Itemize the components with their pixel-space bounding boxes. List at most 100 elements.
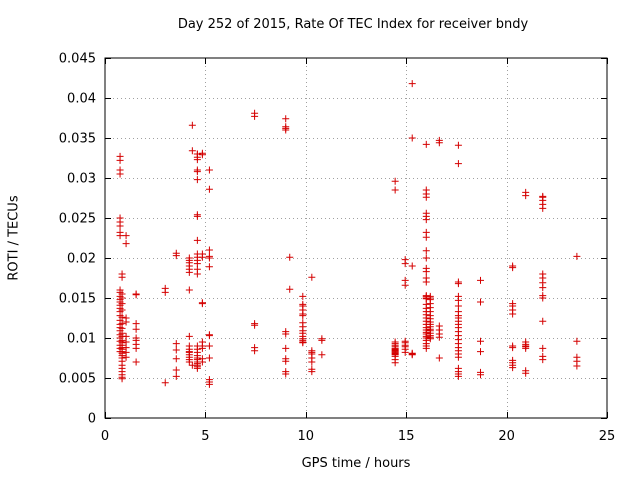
data-point [408, 80, 416, 88]
data-point [318, 351, 326, 359]
data-point [454, 353, 462, 361]
data-point [476, 276, 484, 284]
data-point [522, 192, 530, 200]
data-point [118, 313, 126, 321]
data-point [205, 342, 213, 350]
data-point [132, 291, 140, 299]
data-point [172, 366, 180, 374]
data-point [172, 252, 180, 260]
data-point [172, 355, 180, 363]
data-point [539, 317, 547, 325]
data-point [193, 236, 201, 244]
chart-title: Day 252 of 2015, Rate Of TEC Index for r… [177, 17, 529, 32]
data-point [205, 252, 213, 260]
data-point [132, 336, 140, 344]
data-point [198, 253, 206, 261]
data-point [205, 166, 213, 174]
y-tick-label: 0 [88, 412, 96, 427]
data-point [118, 300, 126, 308]
data-point [161, 288, 169, 296]
data-point [308, 358, 316, 366]
data-point [193, 270, 201, 278]
data-point [401, 348, 409, 356]
data-point [476, 348, 484, 356]
data-point [401, 260, 409, 268]
data-point [422, 254, 430, 262]
x-tick-label: 5 [201, 429, 209, 444]
data-point [251, 347, 259, 355]
data-point [299, 339, 307, 347]
data-point [282, 126, 290, 134]
x-tick-label: 15 [398, 429, 415, 444]
data-point [188, 147, 196, 155]
data-point [573, 362, 581, 370]
data-point [161, 379, 169, 387]
x-axis-label: GPS time / hours [301, 456, 411, 471]
data-point [391, 177, 399, 185]
data-point [522, 344, 530, 352]
data-point [408, 262, 416, 270]
y-tick-label: 0.015 [59, 292, 96, 307]
data-point [454, 372, 462, 380]
y-axis-label: ROTI / TECUs [6, 195, 22, 281]
data-points [117, 80, 581, 388]
data-point [509, 310, 517, 318]
data-point [282, 357, 290, 365]
data-point [251, 321, 259, 329]
data-point [454, 141, 462, 149]
data-point [193, 150, 201, 158]
data-point [122, 240, 130, 248]
data-point [422, 278, 430, 286]
data-point [391, 359, 399, 367]
data-point [193, 168, 201, 176]
data-point [185, 358, 193, 366]
data-point [435, 333, 443, 341]
data-point [509, 264, 517, 272]
data-point [539, 356, 547, 364]
data-point [172, 340, 180, 348]
data-point [116, 232, 124, 240]
data-point [318, 336, 326, 344]
y-tick-label: 0.025 [59, 212, 96, 227]
data-point [391, 186, 399, 194]
x-tick-label: 10 [298, 429, 315, 444]
data-point [122, 353, 130, 361]
grid-lines [105, 58, 607, 418]
data-point [198, 358, 206, 366]
data-point [193, 176, 201, 184]
data-point [422, 247, 430, 255]
data-point [422, 233, 430, 241]
data-point [251, 112, 259, 120]
data-point [308, 368, 316, 376]
data-point [476, 337, 484, 345]
data-point [205, 246, 213, 254]
data-point [539, 204, 547, 212]
data-point [435, 354, 443, 362]
data-point [299, 312, 307, 320]
data-point [132, 358, 140, 366]
data-point [122, 232, 130, 240]
data-point [435, 139, 443, 147]
data-point [185, 348, 193, 356]
data-point [282, 115, 290, 123]
data-point [299, 292, 307, 300]
data-point [116, 170, 124, 178]
data-point [422, 193, 430, 201]
data-point [408, 351, 416, 359]
y-tick-label: 0.005 [59, 372, 96, 387]
x-tick-label: 0 [101, 429, 109, 444]
data-point [573, 337, 581, 345]
data-point [454, 280, 462, 288]
data-point [422, 140, 430, 148]
data-point [539, 344, 547, 352]
data-point [205, 380, 213, 388]
data-point [286, 285, 294, 293]
x-tick-label: 20 [498, 429, 515, 444]
data-point [408, 134, 416, 142]
data-point [205, 354, 213, 362]
y-tick-label: 0.02 [67, 252, 96, 267]
data-point [116, 222, 124, 230]
data-point [118, 375, 126, 383]
data-point [522, 369, 530, 377]
